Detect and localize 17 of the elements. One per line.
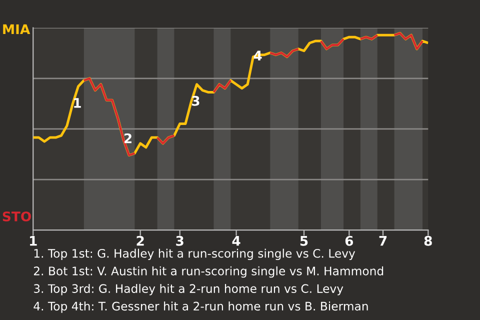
- x-tick-label: 8: [424, 236, 432, 246]
- text: 1. Top 1st: G. Hadley hit a run-scoring single vs C. Levy: [34, 248, 356, 260]
- x-tick-label: 1: [30, 236, 37, 246]
- x-tick-label: 6: [345, 236, 354, 246]
- text: 3. Top 3rd: G. Hadley hit a 2-run home run vs C. Levy: [34, 284, 344, 296]
- x-tick-label: 5: [300, 236, 308, 246]
- text: STO: [2, 211, 31, 222]
- text: MIA: [3, 24, 30, 34]
- x-tick-label: 7: [379, 236, 387, 246]
- annotation: 3: [192, 96, 200, 106]
- annotation: 2: [124, 133, 132, 144]
- x-tick-label: 2: [136, 236, 144, 246]
- annotation: 1: [74, 98, 81, 108]
- text: 2. Bot 1st: V. Austin hit a run-scoring single vs M. Hammond: [34, 266, 384, 278]
- x-tick-label: 4: [232, 236, 240, 246]
- x-tick-label: 3: [176, 236, 184, 246]
- text: 4. Top 4th: T. Gessner hit a 2-run home run vs B. Bierman: [34, 302, 368, 313]
